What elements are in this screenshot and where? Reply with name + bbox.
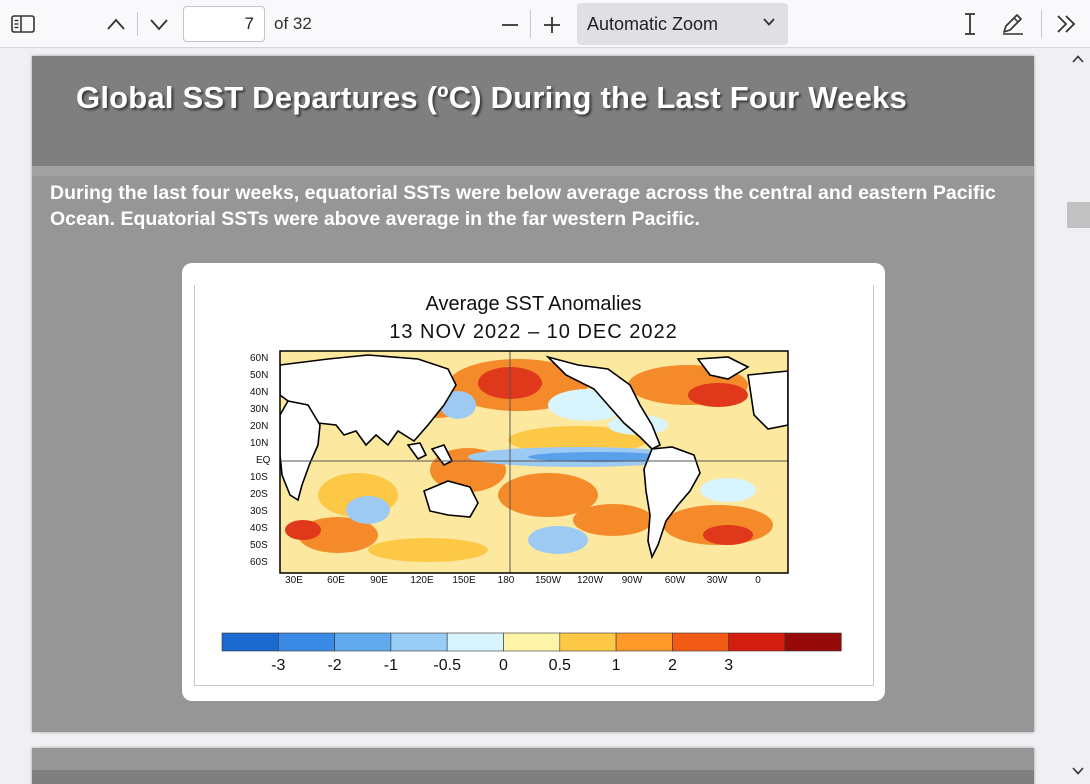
toolbar-separator [137,12,138,36]
colorbar-cells [221,632,842,652]
page-number-input[interactable] [183,6,265,42]
colorbar-cell [277,632,335,652]
colorbar: -3 -2 -1 -0.5 0 0.5 1 2 3 [221,632,842,674]
zoom-select[interactable]: Automatic Zoom [577,3,788,45]
next-slide-page [32,748,1034,784]
zoom-out-icon [502,24,518,26]
lon-label: 0 [755,575,761,585]
previous-page-button[interactable] [102,12,130,36]
chevron-down-icon [763,18,775,26]
lat-label: 40S [250,523,268,534]
colorbar-label: -3 [271,657,285,674]
zoom-select-value: Automatic Zoom [587,14,719,34]
lat-label: 20S [250,489,268,500]
colorbar-label: 3 [724,657,733,674]
lon-label: 60W [665,575,686,585]
zoom-out-button[interactable] [498,12,522,36]
scroll-down-icon[interactable] [1071,766,1085,776]
colorbar-cell [334,632,392,652]
cool-anomaly-patches [346,389,756,554]
lon-label: 150W [535,575,562,585]
figure-title: Average SST Anomalies [425,293,642,315]
pdf-toolbar: of 32 Automatic Zoom [0,0,1090,48]
lat-label: 40N [250,387,268,398]
lat-label: 50S [250,540,268,551]
lon-label: 150E [452,575,476,585]
sidebar-toggle-icon[interactable] [8,12,38,36]
lat-label: 60N [250,353,268,364]
colorbar-label: -0.5 [433,657,461,674]
lat-label: 10S [250,472,268,483]
colorbar-label: -1 [384,657,398,674]
lat-label: 10N [250,438,268,449]
map-border [279,350,789,574]
colorbar-label: 0 [499,657,508,674]
next-slide-title-band [32,770,1034,784]
page-count-label: of 32 [274,14,312,33]
sst-anomaly-map: 60N 50N 40N 30N 20N 10N EQ 10S 20S 30S 4… [250,350,789,585]
colorbar-label: 1 [612,657,621,674]
zoom-in-icon [544,17,560,33]
colorbar-cell [784,632,842,652]
slide-body-text: During the last four weeks, equatorial S… [50,182,996,230]
lat-label: 20N [250,421,268,432]
lat-label: 30N [250,404,268,415]
colorbar-cell [728,632,786,652]
lon-label: 120E [410,575,434,585]
toolbar-separator [530,10,531,38]
text-cursor-icon [965,13,975,35]
chevron-up-icon [107,18,125,30]
scrollbar-thumb[interactable] [1067,202,1090,228]
chevron-down-icon [150,19,168,31]
lon-label: 30W [707,575,728,585]
lon-label: 30E [285,575,303,585]
lat-label: EQ [256,455,271,466]
colorbar-cell [390,632,448,652]
colorbar-cell [503,632,561,652]
figure-frame [194,285,874,686]
next-page-button[interactable] [145,12,173,36]
colorbar-labels: -3 -2 -1 -0.5 0 0.5 1 2 3 [271,657,733,674]
zoom-in-button[interactable] [540,12,564,36]
slide-title-band [32,56,1034,166]
lon-label: 60E [327,575,345,585]
colorbar-cell [615,632,673,652]
figure-date-range: 13 NOV 2022 – 10 DEC 2022 [389,321,678,343]
warm-anomaly-patches [285,359,773,562]
colorbar-cell [446,632,504,652]
vertical-scrollbar[interactable] [1066,48,1090,784]
colorbar-cell [672,632,729,652]
colorbar-label: 2 [668,657,677,674]
colorbar-label: -2 [327,657,341,674]
pen-icon [1003,14,1023,35]
colorbar-cell [221,632,279,652]
sst-figure: Average SST Anomalies 13 NOV 2022 – 10 D… [182,263,885,701]
lon-label: 180 [498,575,515,585]
colorbar-cell [559,632,617,652]
toolbar-separator [1041,10,1042,38]
document-viewer[interactable]: Global SST Departures (ºC) During the La… [0,48,1066,784]
slide-title-divider [32,166,1034,176]
lat-label: 60S [250,557,268,568]
lat-label: 30S [250,506,268,517]
lon-label: 120W [577,575,604,585]
colorbar-label: 0.5 [549,657,571,674]
text-select-tool-button[interactable] [958,10,982,38]
double-chevron-right-icon [1057,15,1076,33]
scroll-up-icon[interactable] [1071,54,1085,64]
lon-label: 90W [622,575,643,585]
lat-label: 50N [250,370,268,381]
lon-label: 90E [370,575,388,585]
slide-title: Global SST Departures (ºC) During the La… [76,80,907,115]
slide-page: Global SST Departures (ºC) During the La… [32,56,1034,732]
more-tools-button[interactable] [1052,12,1080,36]
draw-tool-button[interactable] [998,10,1026,38]
continents [280,354,788,560]
